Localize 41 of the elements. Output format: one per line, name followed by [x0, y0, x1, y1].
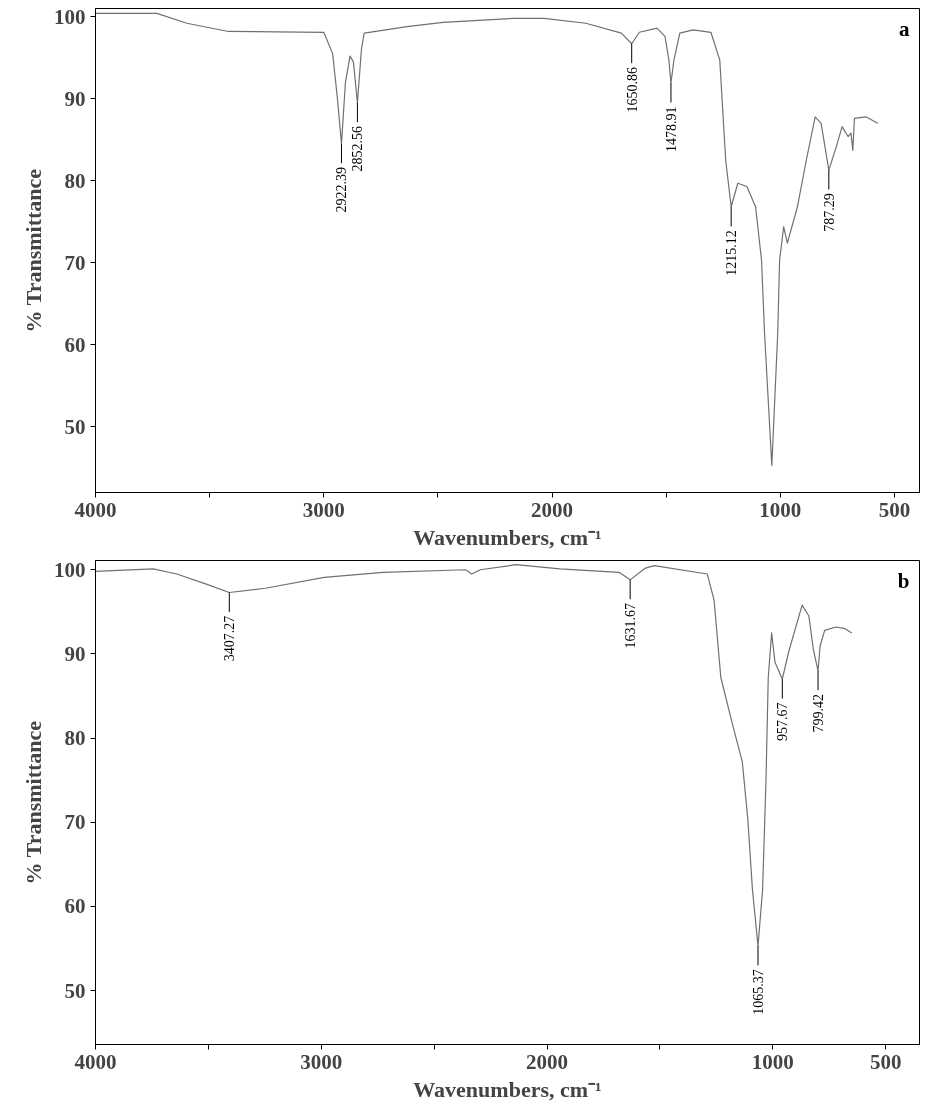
y-tick-label: 80: [64, 168, 86, 193]
x-tick-label: 4000: [74, 1049, 117, 1074]
line-series: [95, 12, 879, 467]
x-tick-label: 2000: [526, 1049, 569, 1074]
annotation: 1478.91: [663, 106, 679, 152]
annotation: 1215.12: [724, 230, 740, 276]
x-tick-label: 3000: [300, 1049, 343, 1074]
x-axis-title: Wavenumbers, cm⁻¹: [413, 524, 602, 550]
y-tick-label: 100: [54, 4, 86, 29]
y-tick-label: 60: [64, 332, 86, 357]
x-axis-title: Wavenumbers, cm⁻¹: [413, 1076, 602, 1102]
y-tick-label: 50: [64, 978, 86, 1003]
y-tick-label: 50: [64, 414, 86, 439]
y-tick-label: 80: [64, 726, 86, 751]
annotation: 1631.67: [623, 603, 639, 649]
annotation: 957.67: [775, 702, 791, 741]
annotation: 799.42: [811, 694, 827, 733]
x-tick-label: 4000: [74, 497, 117, 522]
x-tick-label: 1000: [759, 497, 802, 522]
y-tick-label: 90: [64, 641, 86, 666]
annotation: 1065.37: [751, 969, 766, 1015]
y-tick-label: 70: [64, 810, 86, 835]
annotation: 2852.56: [350, 126, 366, 172]
x-tick-label: 500: [869, 1049, 902, 1074]
annotation: 787.29: [821, 193, 837, 232]
y-tick-label: 100: [54, 557, 86, 582]
annotation: 2922.39: [334, 167, 350, 213]
annotation: a: [899, 16, 910, 41]
y-tick-label: 70: [64, 250, 86, 275]
x-tick-label: 1000: [751, 1049, 794, 1074]
y-axis-title: % Transmittance: [21, 720, 46, 885]
y-axis-title: % Transmittance: [21, 168, 46, 333]
y-tick-label: 60: [64, 894, 86, 919]
y-tick-label: 90: [64, 86, 86, 111]
x-tick-label: 3000: [302, 497, 345, 522]
annotation: b: [897, 568, 910, 593]
annotation: 1650.86: [624, 67, 640, 113]
line-series: [95, 564, 853, 947]
annotation: 3407.27: [222, 615, 238, 662]
x-tick-label: 500: [878, 497, 911, 522]
x-tick-label: 2000: [531, 497, 574, 522]
